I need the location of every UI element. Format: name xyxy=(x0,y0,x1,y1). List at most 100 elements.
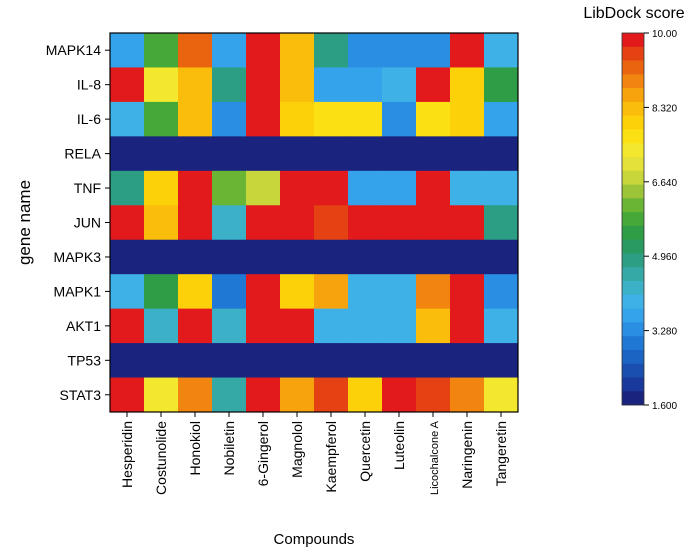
heatmap-cell xyxy=(450,33,485,68)
x-tick-label: Honokiol xyxy=(187,421,203,475)
heatmap-cell xyxy=(212,377,247,413)
heatmap-cell xyxy=(212,343,247,378)
heatmap-cell xyxy=(314,67,349,103)
heatmap-cell xyxy=(144,308,179,344)
heatmap-cell xyxy=(416,170,451,206)
heatmap-cell xyxy=(144,101,179,137)
heatmap-cell xyxy=(178,343,213,378)
heatmap-cell xyxy=(178,308,213,344)
heatmap-cell xyxy=(416,67,451,103)
heatmap-cell xyxy=(382,101,417,137)
colorbar-title: LibDock score xyxy=(583,5,684,22)
heatmap-cell xyxy=(450,136,485,172)
heatmap-cell xyxy=(450,205,485,241)
colorbar-tick-label: 10.00 xyxy=(652,29,677,40)
x-tick-label: Naringenin xyxy=(459,421,475,489)
heatmap-cell xyxy=(484,136,519,172)
heatmap-cell xyxy=(212,205,247,241)
y-tick-label: JUN xyxy=(74,215,101,231)
y-tick-label: MAPK3 xyxy=(54,249,102,265)
colorbar-swatch xyxy=(622,349,644,364)
heatmap-cell xyxy=(450,101,485,137)
heatmap-cell xyxy=(246,274,281,310)
heatmap-cell xyxy=(246,308,281,344)
heatmap-cell xyxy=(144,239,179,275)
heatmap-cell xyxy=(314,377,349,413)
colorbar-swatch xyxy=(622,253,644,268)
heatmap-cell xyxy=(484,377,519,413)
heatmap-cell xyxy=(178,170,213,206)
colorbar-swatch xyxy=(622,157,644,172)
heatmap-cell xyxy=(416,343,451,378)
colorbar-swatch xyxy=(622,170,644,185)
heatmap-cell xyxy=(110,274,145,310)
heatmap-cell xyxy=(382,205,417,241)
x-tick-label: Nobiletin xyxy=(221,421,237,475)
heatmap-cell xyxy=(416,205,451,241)
heatmap-cell xyxy=(178,205,213,241)
heatmap-cell xyxy=(280,33,315,68)
colorbar-swatch xyxy=(622,46,644,61)
heatmap-cell xyxy=(144,274,179,310)
heatmap-cell xyxy=(382,136,417,172)
heatmap-cell xyxy=(314,343,349,378)
colorbar-swatch xyxy=(622,267,644,282)
heatmap-cell xyxy=(178,33,213,68)
heatmap-cell xyxy=(416,274,451,310)
colorbar-swatch xyxy=(622,281,644,296)
heatmap-cell xyxy=(178,136,213,172)
colorbar-swatch xyxy=(622,74,644,89)
y-tick-label: STAT3 xyxy=(60,387,102,403)
heatmap-cell xyxy=(314,33,349,68)
heatmap-cell xyxy=(110,101,145,137)
heatmap-cell xyxy=(246,343,281,378)
heatmap-cell xyxy=(246,205,281,241)
colorbar-swatch xyxy=(622,363,644,378)
colorbar-swatch xyxy=(622,184,644,199)
heatmap-cell xyxy=(416,33,451,68)
heatmap-cell xyxy=(382,308,417,344)
heatmap-cell xyxy=(110,343,145,378)
heatmap-cell xyxy=(348,136,383,172)
y-tick-label: TP53 xyxy=(68,352,102,368)
heatmap-cell xyxy=(484,205,519,241)
x-tick-label: Licochalcone A xyxy=(429,420,441,495)
heatmap-cell xyxy=(314,308,349,344)
colorbar-frame xyxy=(621,32,645,406)
heatmap-cell xyxy=(450,308,485,344)
heatmap-cell xyxy=(280,239,315,275)
x-tick-label: Tangeretin xyxy=(493,421,509,486)
heatmap-cell xyxy=(280,205,315,241)
heatmap-cell xyxy=(450,343,485,378)
colorbar-swatch xyxy=(622,101,644,116)
x-tick-label: Costunolide xyxy=(153,421,169,495)
heatmap-cell xyxy=(110,33,145,68)
y-axis: MAPK14 IL-8 IL-6 RELA TNF JUN MAPK3 MAPK1 AKT1 TP… xyxy=(46,42,110,403)
colorbar-swatch xyxy=(622,239,644,254)
colorbar-swatch xyxy=(622,33,644,48)
heatmap-cell xyxy=(280,136,315,172)
colorbar-tick-label: 3.280 xyxy=(652,327,677,338)
heatmap-cell xyxy=(382,33,417,68)
x-axis-label: Compounds xyxy=(274,531,355,548)
x-axis: Hesperidin Costunolide Honokiol Nobiletin 6-… xyxy=(119,412,509,495)
heatmap-cell xyxy=(450,67,485,103)
colorbar xyxy=(621,32,645,406)
x-tick-label: 6-Gingerol xyxy=(255,421,271,486)
heatmap-cell xyxy=(144,205,179,241)
heatmap-cell xyxy=(314,274,349,310)
heatmap-cell xyxy=(416,377,451,413)
heatmap-cell xyxy=(416,101,451,137)
y-tick-label: IL-8 xyxy=(77,77,101,93)
x-tick-label: Hesperidin xyxy=(119,421,135,488)
y-tick-label: MAPK1 xyxy=(54,283,102,299)
heatmap-cell xyxy=(348,33,383,68)
heatmap-cell xyxy=(144,170,179,206)
heatmap-cell xyxy=(484,170,519,206)
heatmap-cell xyxy=(450,274,485,310)
colorbar-tick-label: 1.600 xyxy=(652,401,677,412)
heatmap-cell xyxy=(246,136,281,172)
heatmap-cell xyxy=(144,377,179,413)
heatmap-cell xyxy=(212,308,247,344)
